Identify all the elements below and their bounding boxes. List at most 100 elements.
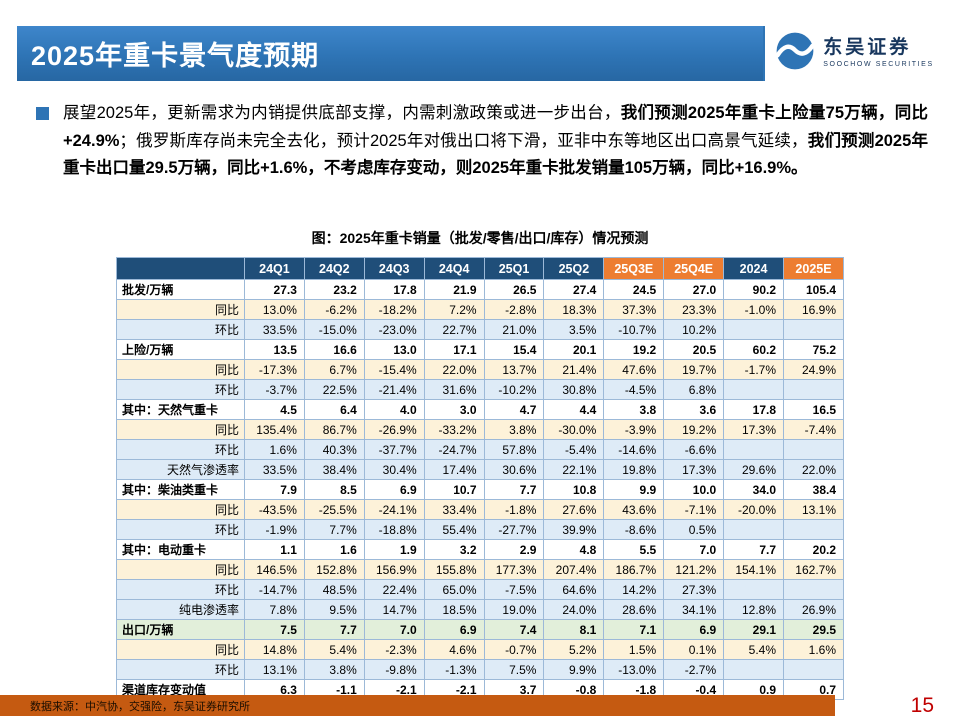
cell: 19.2 [603,339,665,360]
cell: -37.7% [363,439,425,460]
cell: 5.4% [303,639,365,660]
cell: -0.7% [483,639,545,660]
table-title: 图：2025年重卡销量（批发/零售/出口/库存）情况预测 [311,230,649,246]
paragraph-segment: 我们预测2025年重卡上险量75万辆，同比+24.9% [63,104,928,150]
row-label: 渠道库存变动值 [116,679,245,700]
cell [783,379,844,400]
table-row: 环比 33.5% -15.0% -23.0% 22.7% 21.0% 3.5% -10.7% 1… [116,319,844,340]
column-header: 24Q1 [244,257,305,280]
cell: 154.1% [723,559,785,580]
cell: 9.9 [603,479,665,500]
row-label: 环比 [116,659,245,680]
cell: 64.6% [543,579,605,600]
cell: 4.8 [543,539,605,560]
data-source: 数据来源：中汽协，交强险，东吴证券研究所 [30,700,250,713]
cell: -6.6% [663,439,725,460]
cell: -1.8% [483,499,545,520]
cell: 75.2 [783,339,844,360]
cell: 9.9% [543,659,605,680]
cell: 3.8 [603,399,665,420]
table-row: 批发/万辆 27.3 23.2 17.8 21.9 26.5 27.4 24.5 27.0 90.… [116,279,844,300]
cell: 9.5% [303,599,365,620]
cell: 13.1% [244,659,305,680]
paragraph-segment: 展望2025年，更新需求为内销提供底部支撑，内需刺激政策或进一步出台， [63,104,621,122]
column-header: 25Q3E [603,257,665,280]
cell: -26.9% [363,419,425,440]
cell: 155.8% [423,559,485,580]
cell: 48.5% [303,579,365,600]
cell: -2.3% [363,639,425,660]
cell: -30.0% [543,419,605,440]
cell: 16.6 [303,339,365,360]
column-header: 25Q4E [663,257,725,280]
cell: 7.9 [244,479,305,500]
cell: 38.4% [303,459,365,480]
cell: 0.7 [783,679,844,700]
cell: 90.2 [723,279,785,300]
paragraph-text: 展望2025年，更新需求为内销提供底部支撑，内需刺激政策或进一步出台，我们预测2… [63,100,928,183]
cell: 15.4 [483,339,545,360]
cell: 12.8% [723,599,785,620]
cell: -0.4 [663,679,725,700]
cell: 27.6% [543,499,605,520]
cell: 23.2 [303,279,365,300]
cell: -43.5% [244,499,305,520]
cell: 22.5% [303,379,365,400]
cell: 33.5% [244,459,305,480]
cell: 19.8% [603,459,665,480]
cell: 3.0 [423,399,485,420]
row-label: 其中：电动重卡 [116,539,245,560]
cell: 121.2% [663,559,725,580]
cell: 146.5% [244,559,305,580]
cell: 7.7 [483,479,545,500]
cell: 27.3% [663,579,725,600]
cell: 3.8% [303,659,365,680]
summary-paragraph: 展望2025年，更新需求为内销提供底部支撑，内需刺激政策或进一步出台，我们预测2… [36,100,928,183]
cell: 10.7 [423,479,485,500]
cell: 7.7 [303,619,365,640]
cell: 37.3% [603,299,665,320]
column-header: 25Q2 [543,257,605,280]
cell: 21.4% [543,359,605,380]
column-header: 24Q2 [303,257,365,280]
cell: 4.6% [423,639,485,660]
cell: -21.4% [363,379,425,400]
table-row: 同比 146.5% 152.8% 156.9% 155.8% 177.3% 207.4% 18… [116,559,844,580]
cell: 1.1 [244,539,305,560]
cell: 10.2% [663,319,725,340]
cell: 14.7% [363,599,425,620]
cell: -7.4% [783,419,844,440]
row-label: 上险/万辆 [116,339,245,360]
cell [723,439,785,460]
row-label: 批发/万辆 [116,279,245,300]
cell: 86.7% [303,419,365,440]
cell: -3.7% [244,379,305,400]
table-row: 出口/万辆 7.5 7.7 7.0 6.9 7.4 8.1 7.1 6.9 29.1 29.5 [116,619,844,640]
cell: 47.6% [603,359,665,380]
cell: 24.5 [603,279,665,300]
cell: -18.8% [363,519,425,540]
table-row: 天然气渗透率 33.5% 38.4% 30.4% 17.4% 30.6% 22.1% 19.8… [116,459,844,480]
cell: 20.2 [783,539,844,560]
column-header [116,257,245,280]
table-row: 环比 -1.9% 7.7% -18.8% 55.4% -27.7% 39.9% -8.6% 0.… [116,519,844,540]
cell: -13.0% [603,659,665,680]
cell: 30.4% [363,459,425,480]
row-label: 同比 [116,419,245,440]
cell: 22.0% [783,459,844,480]
cell: -9.8% [363,659,425,680]
brand-name: 东吴证券 [823,37,912,59]
cell: -33.2% [423,419,485,440]
cell: -15.0% [303,319,365,340]
cell: 22.4% [363,579,425,600]
table-row: 上险/万辆 13.5 16.6 13.0 17.1 15.4 20.1 19.2 20.5 60.… [116,339,844,360]
cell: 18.3% [543,299,605,320]
cell: 0.9 [723,679,785,700]
row-label: 其中：柴油类重卡 [116,479,245,500]
page-title: 2025年重卡景气度预期 [31,41,320,71]
cell: 7.5% [483,659,545,680]
cell: 2.9 [483,539,545,560]
cell: 7.4 [483,619,545,640]
row-label: 其中：天然气重卡 [116,399,245,420]
row-label: 同比 [116,299,245,320]
